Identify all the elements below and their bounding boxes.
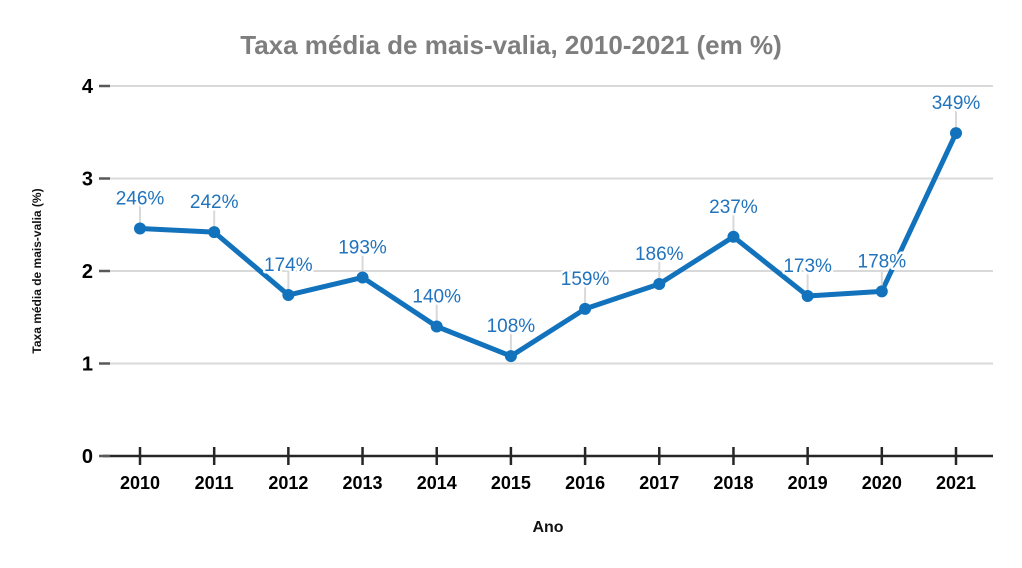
x-tick-label: 2014 (417, 473, 457, 493)
data-label: 173% (783, 256, 832, 277)
data-label: 242% (190, 192, 239, 213)
data-point-marker (134, 222, 146, 235)
y-tick-label: 1 (82, 354, 93, 376)
data-point-marker (282, 289, 295, 302)
data-label: 186% (635, 244, 684, 265)
x-tick-label: 2013 (343, 473, 383, 493)
data-label: 193% (338, 237, 387, 258)
y-tick-label: 2 (82, 261, 93, 283)
data-line (137, 130, 959, 359)
data-point-marker (356, 271, 369, 284)
x-axis-title: Ano (532, 519, 564, 536)
data-label: 237% (709, 197, 758, 218)
data-point-marker (653, 277, 666, 290)
data-label: 349% (932, 93, 981, 114)
x-tick-label: 2016 (565, 473, 605, 493)
y-tick-label: 3 (82, 169, 93, 191)
x-tick-label: 2015 (491, 473, 531, 493)
x-tick-label: 2012 (268, 473, 308, 493)
x-tick-label: 2011 (195, 473, 234, 493)
data-point-marker (950, 127, 962, 140)
data-point-marker (727, 230, 740, 243)
x-tick-label: 2017 (639, 473, 679, 493)
x-tick-label: 2020 (862, 473, 902, 493)
data-label: 140% (412, 287, 461, 308)
y-axis-title: Taxa média de mais-valia (%) (30, 188, 44, 354)
data-label: 108% (487, 316, 536, 337)
x-tick-label: 2019 (788, 473, 828, 493)
y-tick-label: 0 (82, 446, 93, 468)
data-point-marker (801, 289, 814, 302)
x-tick-label: 2010 (120, 473, 160, 493)
chart-title: Taxa média de mais-valia, 2010-2021 (em … (240, 30, 782, 60)
data-point-marker (504, 350, 517, 363)
data-label: 174% (264, 255, 313, 276)
data-point-marker (579, 302, 592, 315)
data-point-marker (430, 320, 443, 333)
x-tick-label: 2018 (713, 473, 753, 493)
data-label: 246% (116, 188, 165, 209)
x-tick-label: 2021 (936, 473, 976, 493)
data-label: 178% (858, 251, 907, 272)
data-point-marker (875, 285, 888, 298)
data-point-marker (208, 226, 221, 239)
y-tick-label: 4 (82, 76, 94, 98)
data-label: 159% (561, 269, 610, 290)
